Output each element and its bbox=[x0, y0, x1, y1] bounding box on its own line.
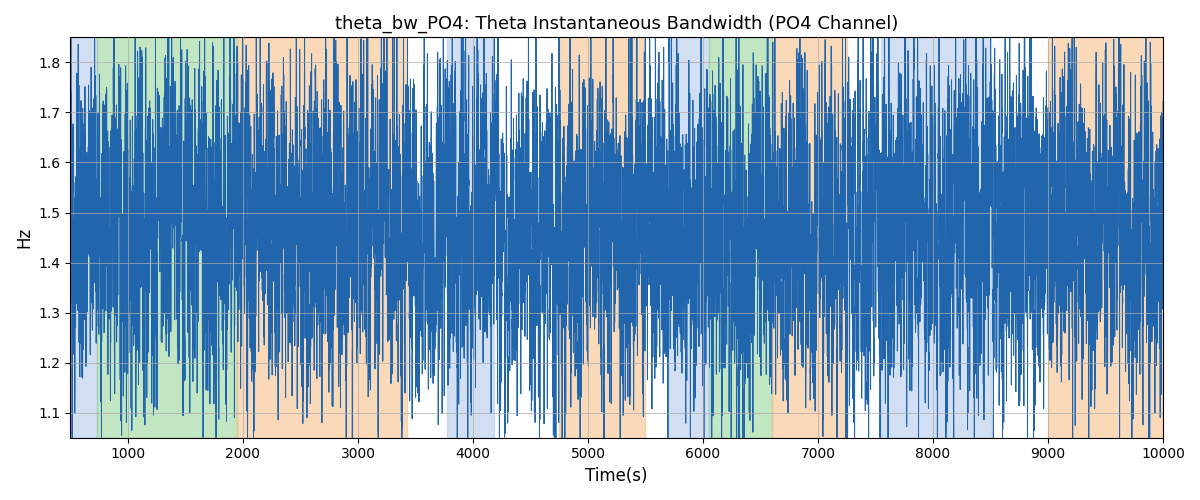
Bar bbox=[772, 38, 847, 438]
Bar bbox=[97, 38, 238, 438]
Bar bbox=[709, 38, 772, 438]
Bar bbox=[238, 38, 408, 438]
Bar bbox=[559, 38, 646, 438]
Bar bbox=[446, 38, 493, 438]
Bar bbox=[668, 38, 709, 438]
Y-axis label: Hz: Hz bbox=[14, 227, 32, 248]
Title: theta_bw_PO4: Theta Instantaneous Bandwidth (PO4 Channel): theta_bw_PO4: Theta Instantaneous Bandwi… bbox=[335, 15, 899, 34]
Bar bbox=[71, 38, 97, 438]
Bar bbox=[1048, 38, 1163, 438]
Bar bbox=[881, 38, 990, 438]
X-axis label: Time(s): Time(s) bbox=[586, 467, 648, 485]
